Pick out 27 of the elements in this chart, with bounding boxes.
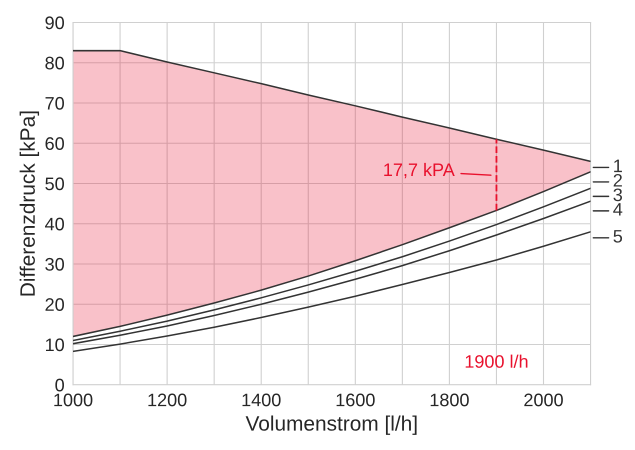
x-tick-label: 1600 [336, 394, 375, 406]
y-tick-label: 80 [45, 56, 64, 70]
y-tick-label: 50 [45, 177, 64, 190]
y-tick-label: 90 [45, 16, 64, 30]
ref-line-label: 1900 l/h [466, 354, 528, 368]
annotation: 17,7 kPA [384, 162, 455, 178]
y-tick-label: 0 [55, 378, 64, 392]
y-tick-label: 10 [46, 338, 64, 352]
y-tick-label: 20 [46, 298, 64, 311]
legend-label: 1 [614, 160, 622, 172]
legend-label: 4 [613, 203, 622, 216]
x-tick-label: 1000 [54, 394, 92, 406]
x-tick-label: 1200 [148, 394, 186, 406]
y-tick-label: 60 [46, 137, 64, 150]
line-series [73, 231, 591, 352]
x-tick-label: 1800 [430, 394, 469, 406]
y-axis-title: Differenzdruck [kPa] [20, 112, 40, 296]
y-tick-label: 40 [45, 218, 64, 230]
y-tick-label: 30 [45, 258, 64, 271]
y-tick-label: 70 [46, 96, 64, 110]
x-tick-label: 1400 [242, 394, 281, 406]
legend-label: 2 [614, 174, 622, 187]
x-tick-label: 2000 [524, 394, 563, 406]
x-axis-title: Volumenstrom [l/h] [246, 415, 417, 435]
line-series [73, 50, 591, 162]
legend-label: 3 [613, 188, 622, 202]
legend-label: 5 [613, 230, 622, 243]
